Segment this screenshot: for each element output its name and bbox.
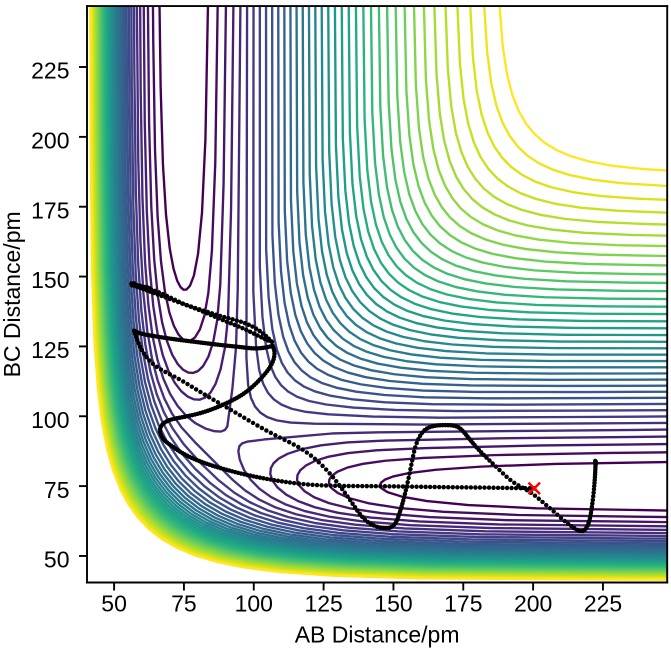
svg-text:100: 100 [235,591,273,617]
svg-text:150: 150 [374,591,412,617]
svg-text:200: 200 [31,128,69,154]
svg-text:125: 125 [304,591,342,617]
svg-text:175: 175 [444,591,482,617]
svg-text:175: 175 [31,197,69,223]
svg-text:BC Distance/pm: BC Distance/pm [0,211,25,377]
svg-text:125: 125 [31,337,69,363]
svg-text:225: 225 [584,591,622,617]
svg-text:50: 50 [44,547,70,573]
svg-text:150: 150 [31,267,69,293]
svg-text:100: 100 [31,407,69,433]
svg-text:75: 75 [44,477,70,503]
svg-text:50: 50 [101,591,127,617]
svg-text:AB Distance/pm: AB Distance/pm [295,622,460,648]
svg-text:75: 75 [171,591,197,617]
svg-text:200: 200 [514,591,552,617]
svg-text:225: 225 [31,58,69,84]
